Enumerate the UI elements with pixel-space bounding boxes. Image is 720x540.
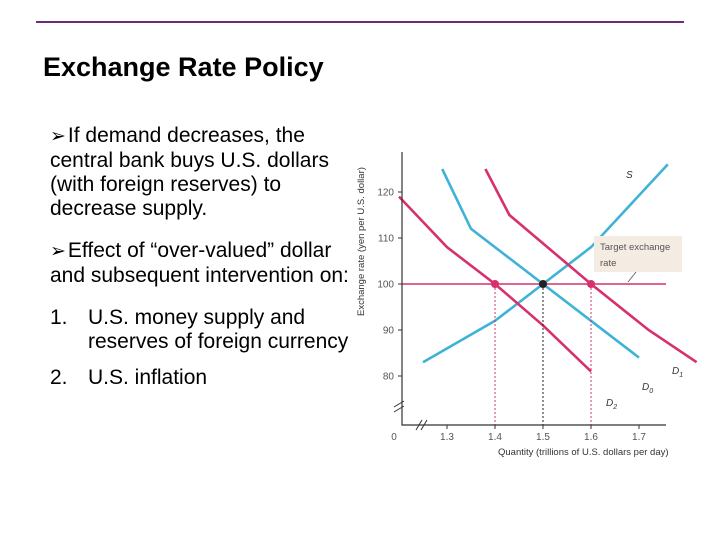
x-tick-label: 1.7 <box>632 432 646 443</box>
slide-title: Exchange Rate Policy <box>43 52 324 82</box>
target-rate-callout-line-1: Target exchange <box>600 242 670 253</box>
bullet-1: ➢If demand decreases, the central bank b… <box>50 124 360 221</box>
equilibrium-point <box>539 280 547 288</box>
curve-label-d2: D2 <box>606 398 617 411</box>
axis-break-mark <box>393 400 405 413</box>
curve-label-s: S <box>626 170 633 181</box>
equilibrium-point <box>587 280 595 288</box>
y-tick-label: 80 <box>383 372 395 383</box>
x-axis-title: Quantity (trillions of U.S. dollars per … <box>498 447 669 458</box>
arrow-bullet-icon: ➢ <box>50 241 66 262</box>
numbered-item-2: 2. U.S. inflation <box>50 366 360 390</box>
target-rate-callout-line-2: rate <box>600 258 616 269</box>
curve-label-d0: D0 <box>642 382 653 395</box>
title-rule <box>36 21 684 23</box>
item-text: U.S. inflation <box>88 366 208 389</box>
y-tick-label: 110 <box>378 234 394 245</box>
bullet-2-text: Effect of “over-valued” dollar and subse… <box>50 239 349 287</box>
bullet-2: ➢Effect of “over-valued” dollar and subs… <box>50 239 360 288</box>
slide-body: ➢If demand decreases, the central bank b… <box>50 124 360 402</box>
bullet-1-text: If demand decreases, the central bank bu… <box>50 124 329 220</box>
numbered-item-1: 1. U.S. money supply and reserves of fore… <box>50 306 360 354</box>
equilibrium-point <box>491 280 499 288</box>
x-tick-label: 1.6 <box>584 432 598 443</box>
x-tick-label: 1.5 <box>536 432 550 443</box>
curve-label-d1: D1 <box>672 366 683 379</box>
callout-pointer <box>627 271 637 283</box>
item-text: U.S. money supply and reserves of foreig… <box>88 306 349 353</box>
chart-axes <box>401 152 666 426</box>
item-number: 2. <box>50 366 68 389</box>
x-tick-label: 1.4 <box>488 432 502 443</box>
arrow-bullet-icon: ➢ <box>50 126 66 147</box>
exchange-rate-chart: S D1 D0 D2 80 90 100 110 120 0 1.3 1.4 1.5 1.6 1.7 Exch… <box>356 152 698 458</box>
y-tick-label: 90 <box>383 326 395 337</box>
y-tick-label: 120 <box>377 188 394 199</box>
y-tick-label: 100 <box>377 280 394 291</box>
item-number: 1. <box>50 306 68 329</box>
axis-break-mark <box>415 419 428 431</box>
x-tick-label: 1.3 <box>440 432 454 443</box>
target-rate-callout <box>594 236 682 272</box>
x-tick-label: 0 <box>391 432 397 443</box>
y-axis-title: Exchange rate (yen per U.S. dollar) <box>356 167 367 316</box>
